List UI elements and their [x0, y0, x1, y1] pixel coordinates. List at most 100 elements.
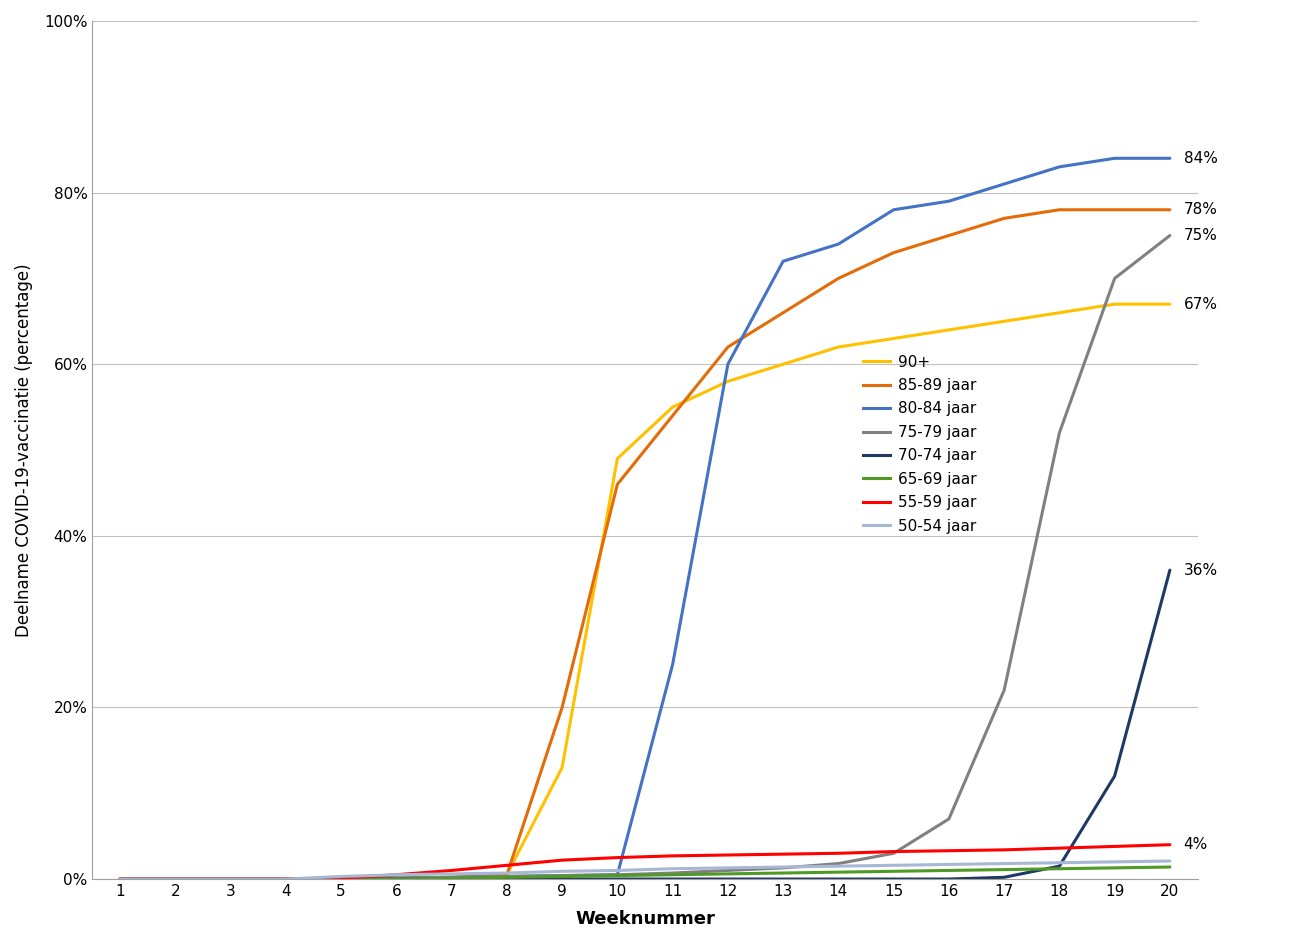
65-69 jaar: [168, 873, 183, 885]
Text: 67%: 67%: [1183, 297, 1217, 311]
55-59 jaar: [444, 865, 460, 876]
85-89 jaar: [940, 230, 956, 241]
Line: 70-74 jaar: 70-74 jaar: [120, 571, 1170, 879]
80-84 jaar: [223, 873, 239, 885]
65-69 jaar: [112, 873, 127, 885]
50-54 jaar: [1052, 857, 1068, 869]
X-axis label: Weeknummer: Weeknummer: [575, 910, 714, 928]
90+: [1107, 299, 1122, 310]
90+: [886, 333, 902, 344]
80-84 jaar: [168, 873, 183, 885]
75-79 jaar: [168, 873, 183, 885]
50-54 jaar: [996, 858, 1012, 869]
75-79 jaar: [940, 813, 956, 824]
65-69 jaar: [1163, 861, 1178, 872]
Line: 65-69 jaar: 65-69 jaar: [120, 867, 1170, 879]
90+: [720, 375, 735, 387]
Line: 50-54 jaar: 50-54 jaar: [120, 861, 1170, 879]
50-54 jaar: [388, 869, 404, 881]
75-79 jaar: [720, 865, 735, 876]
70-74 jaar: [886, 873, 902, 885]
Text: 84%: 84%: [1183, 151, 1217, 166]
65-69 jaar: [278, 873, 294, 885]
65-69 jaar: [1107, 862, 1122, 873]
85-89 jaar: [720, 341, 735, 353]
75-79 jaar: [609, 869, 625, 881]
85-89 jaar: [278, 873, 294, 885]
85-89 jaar: [223, 873, 239, 885]
80-84 jaar: [1163, 153, 1178, 164]
Line: 80-84 jaar: 80-84 jaar: [120, 158, 1170, 879]
90+: [609, 453, 625, 464]
70-74 jaar: [609, 873, 625, 885]
85-89 jaar: [334, 873, 349, 885]
90+: [444, 873, 460, 885]
65-69 jaar: [555, 870, 570, 882]
Line: 75-79 jaar: 75-79 jaar: [120, 236, 1170, 879]
90+: [112, 873, 127, 885]
50-54 jaar: [444, 869, 460, 880]
80-84 jaar: [112, 873, 127, 885]
55-59 jaar: [776, 849, 791, 860]
70-74 jaar: [1163, 565, 1178, 576]
50-54 jaar: [940, 859, 956, 870]
50-54 jaar: [278, 873, 294, 885]
85-89 jaar: [665, 410, 681, 422]
90+: [388, 873, 404, 885]
Text: 78%: 78%: [1183, 202, 1217, 217]
55-59 jaar: [720, 850, 735, 861]
55-59 jaar: [388, 869, 404, 881]
70-74 jaar: [665, 873, 681, 885]
85-89 jaar: [112, 873, 127, 885]
80-84 jaar: [609, 869, 625, 881]
80-84 jaar: [940, 195, 956, 207]
75-79 jaar: [886, 848, 902, 859]
70-74 jaar: [278, 873, 294, 885]
55-59 jaar: [609, 852, 625, 863]
70-74 jaar: [776, 873, 791, 885]
70-74 jaar: [940, 873, 956, 885]
70-74 jaar: [223, 873, 239, 885]
50-54 jaar: [830, 861, 846, 872]
65-69 jaar: [1052, 863, 1068, 874]
Legend: 90+, 85-89 jaar, 80-84 jaar, 75-79 jaar, 70-74 jaar, 65-69 jaar, 55-59 jaar, 50-: 90+, 85-89 jaar, 80-84 jaar, 75-79 jaar,…: [863, 355, 977, 534]
90+: [776, 358, 791, 370]
Text: 4%: 4%: [1183, 837, 1208, 852]
70-74 jaar: [720, 873, 735, 885]
80-84 jaar: [278, 873, 294, 885]
55-59 jaar: [555, 854, 570, 866]
55-59 jaar: [1163, 839, 1178, 851]
65-69 jaar: [830, 867, 846, 878]
70-74 jaar: [830, 873, 846, 885]
75-79 jaar: [665, 868, 681, 879]
85-89 jaar: [609, 479, 625, 490]
90+: [499, 869, 514, 881]
50-54 jaar: [1107, 856, 1122, 868]
75-79 jaar: [388, 872, 404, 884]
70-74 jaar: [334, 873, 349, 885]
80-84 jaar: [830, 239, 846, 250]
55-59 jaar: [665, 851, 681, 862]
Text: 75%: 75%: [1183, 228, 1217, 243]
90+: [223, 873, 239, 885]
50-54 jaar: [499, 868, 514, 879]
85-89 jaar: [1052, 204, 1068, 215]
80-84 jaar: [555, 870, 570, 882]
50-54 jaar: [555, 866, 570, 877]
75-79 jaar: [555, 870, 570, 882]
50-54 jaar: [1163, 855, 1178, 867]
Line: 85-89 jaar: 85-89 jaar: [120, 209, 1170, 879]
90+: [555, 762, 570, 773]
70-74 jaar: [555, 873, 570, 885]
90+: [1163, 299, 1178, 310]
65-69 jaar: [499, 871, 514, 883]
Line: 90+: 90+: [120, 305, 1170, 879]
85-89 jaar: [388, 872, 404, 884]
90+: [334, 873, 349, 885]
75-79 jaar: [112, 873, 127, 885]
80-84 jaar: [334, 872, 349, 884]
50-54 jaar: [665, 863, 681, 874]
75-79 jaar: [1107, 273, 1122, 284]
85-89 jaar: [996, 213, 1012, 224]
55-59 jaar: [1052, 842, 1068, 853]
